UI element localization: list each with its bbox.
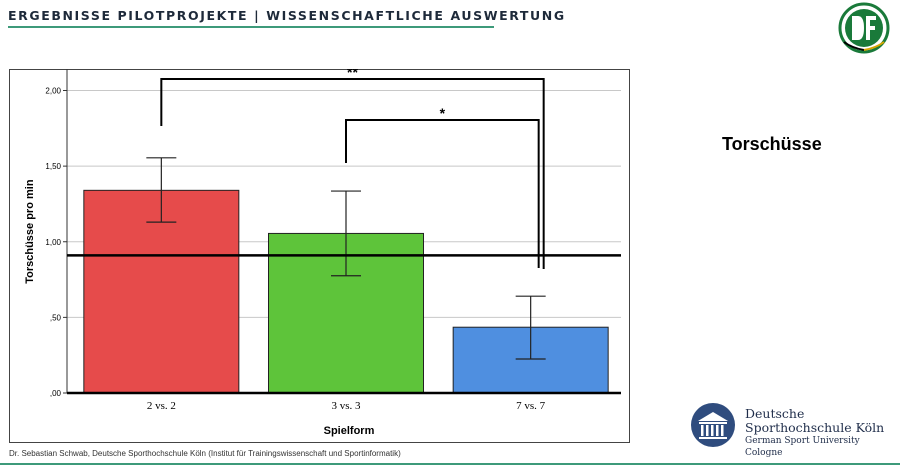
dshs-line-1: Deutsche (745, 406, 805, 421)
y-tick-label: 2,00 (45, 87, 61, 96)
y-tick-label: ,50 (50, 313, 62, 322)
x-tick-label: 3 vs. 3 (331, 400, 361, 412)
y-axis-title: Torschüsse pro min (24, 179, 36, 284)
y-tick-label: ,00 (50, 389, 62, 398)
slide-side-title: Torschüsse (722, 134, 822, 154)
dshs-wordmark: Deutsche Sporthochschule Köln German Spo… (745, 407, 900, 459)
page-header-title: ERGEBNISSE PILOTPROJEKTE | WISSENSCHAFTL… (8, 8, 566, 23)
footer-credit: Dr. Sebastian Schwab, Deutsche Sporthoch… (9, 449, 401, 458)
y-tick-label: 1,00 (45, 238, 61, 247)
significance-bracket-2 (345, 119, 540, 268)
y-tick-label: 1,50 (45, 162, 61, 171)
dshs-building-icon (691, 403, 735, 447)
header-divider (8, 26, 494, 28)
dshs-line-2: Sporthochschule Köln (745, 420, 885, 435)
footer-divider (0, 463, 900, 465)
significance-bracket-1 (160, 78, 545, 269)
significance-label-2: * (440, 105, 446, 121)
dfb-logo-icon (838, 2, 890, 54)
dshs-line-3: German Sport University Cologne (745, 436, 860, 458)
x-tick-label: 2 vs. 2 (147, 400, 176, 412)
significance-label-1: ** (347, 69, 358, 80)
x-axis-title: Spielform (324, 425, 375, 437)
x-tick-label: 7 vs. 7 (516, 400, 546, 412)
